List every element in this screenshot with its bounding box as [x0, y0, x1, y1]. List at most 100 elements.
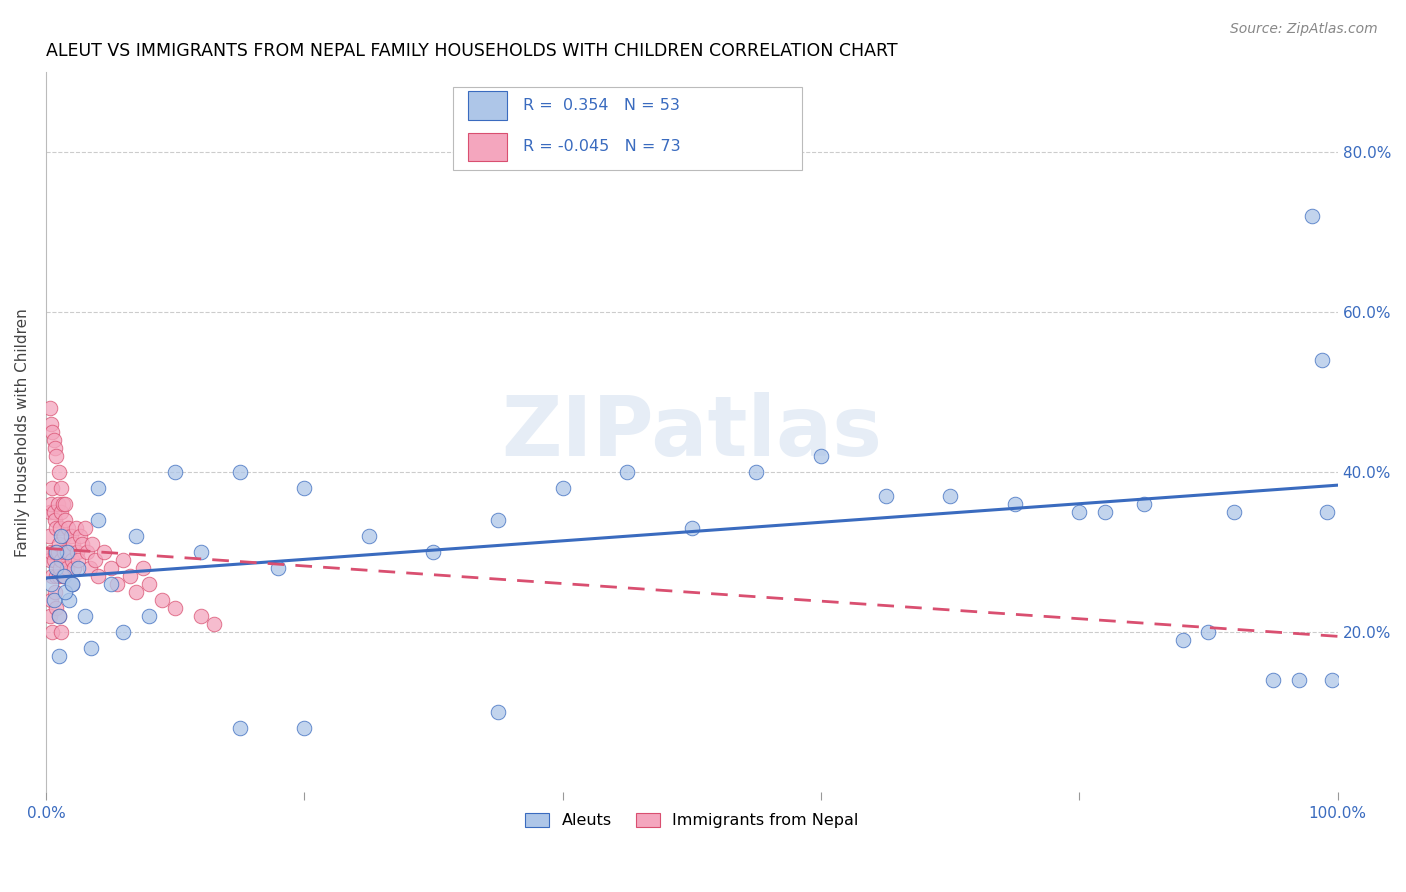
Point — [118, 569, 141, 583]
Point — [51, 529, 73, 543]
Point — [1171, 633, 1194, 648]
Point — [422, 545, 444, 559]
Point — [53, 545, 76, 559]
Point — [1310, 353, 1333, 368]
Point — [100, 561, 122, 575]
Point — [1198, 625, 1220, 640]
Point — [138, 609, 160, 624]
Point — [810, 450, 832, 464]
Point — [86, 569, 108, 583]
Point — [67, 553, 90, 567]
Point — [42, 505, 65, 519]
Point — [1261, 673, 1284, 688]
Point — [190, 609, 212, 624]
Point — [73, 609, 96, 624]
Point — [267, 561, 290, 575]
Point — [1223, 505, 1246, 519]
Point — [46, 545, 69, 559]
Point — [45, 561, 67, 575]
Point — [1004, 497, 1026, 511]
Point — [79, 561, 101, 575]
Point — [44, 545, 66, 559]
Point — [51, 625, 73, 640]
Point — [52, 497, 75, 511]
Point — [80, 641, 103, 656]
Point — [48, 569, 70, 583]
Point — [53, 497, 76, 511]
Point — [52, 569, 75, 583]
Point — [51, 505, 73, 519]
Point — [165, 466, 187, 480]
Text: ALEUT VS IMMIGRANTS FROM NEPAL FAMILY HOUSEHOLDS WITH CHILDREN CORRELATION CHART: ALEUT VS IMMIGRANTS FROM NEPAL FAMILY HO… — [46, 42, 897, 60]
Point — [132, 561, 155, 575]
Point — [112, 625, 135, 640]
Point — [38, 609, 60, 624]
Point — [486, 513, 509, 527]
Point — [190, 545, 212, 559]
Point — [76, 545, 98, 559]
Point — [39, 417, 62, 432]
Text: ZIPatlas: ZIPatlas — [502, 392, 883, 473]
Point — [45, 601, 67, 615]
Point — [41, 569, 63, 583]
Point — [60, 577, 83, 591]
Point — [82, 537, 104, 551]
Point — [105, 577, 128, 591]
Point — [73, 521, 96, 535]
Point — [1316, 505, 1339, 519]
Point — [53, 529, 76, 543]
Point — [1288, 673, 1310, 688]
Point — [875, 489, 897, 503]
Text: Source: ZipAtlas.com: Source: ZipAtlas.com — [1230, 22, 1378, 37]
Point — [51, 553, 73, 567]
Point — [292, 481, 315, 495]
Legend: Aleuts, Immigrants from Nepal: Aleuts, Immigrants from Nepal — [519, 806, 865, 835]
Point — [228, 721, 250, 735]
Point — [38, 553, 60, 567]
Point — [38, 529, 60, 543]
Point — [44, 513, 66, 527]
Y-axis label: Family Households with Children: Family Households with Children — [15, 308, 30, 557]
Point — [53, 585, 76, 599]
Point — [1301, 210, 1323, 224]
Point — [486, 706, 509, 720]
Point — [125, 585, 148, 599]
Point — [58, 593, 80, 607]
Point — [58, 545, 80, 559]
Point — [60, 577, 83, 591]
Point — [48, 609, 70, 624]
Point — [48, 466, 70, 480]
Point — [86, 513, 108, 527]
Point — [44, 585, 66, 599]
Point — [357, 529, 380, 543]
Point — [39, 577, 62, 591]
Point — [939, 489, 962, 503]
Point — [616, 466, 638, 480]
Point — [138, 577, 160, 591]
Point — [38, 505, 60, 519]
Point — [49, 561, 72, 575]
Point — [62, 537, 84, 551]
Point — [38, 401, 60, 416]
Point — [1094, 505, 1116, 519]
Point — [39, 545, 62, 559]
Point — [86, 481, 108, 495]
FancyBboxPatch shape — [468, 133, 508, 161]
Point — [42, 553, 65, 567]
Point — [46, 497, 69, 511]
Point — [112, 553, 135, 567]
Point — [39, 497, 62, 511]
Point — [63, 561, 86, 575]
Point — [60, 577, 83, 591]
Point — [745, 466, 768, 480]
FancyBboxPatch shape — [453, 87, 801, 169]
Point — [39, 593, 62, 607]
Point — [202, 617, 225, 632]
Point — [53, 513, 76, 527]
Point — [69, 529, 91, 543]
Point — [48, 609, 70, 624]
Point — [49, 521, 72, 535]
Text: R =  0.354   N = 53: R = 0.354 N = 53 — [523, 98, 679, 113]
Point — [228, 466, 250, 480]
Point — [551, 481, 574, 495]
